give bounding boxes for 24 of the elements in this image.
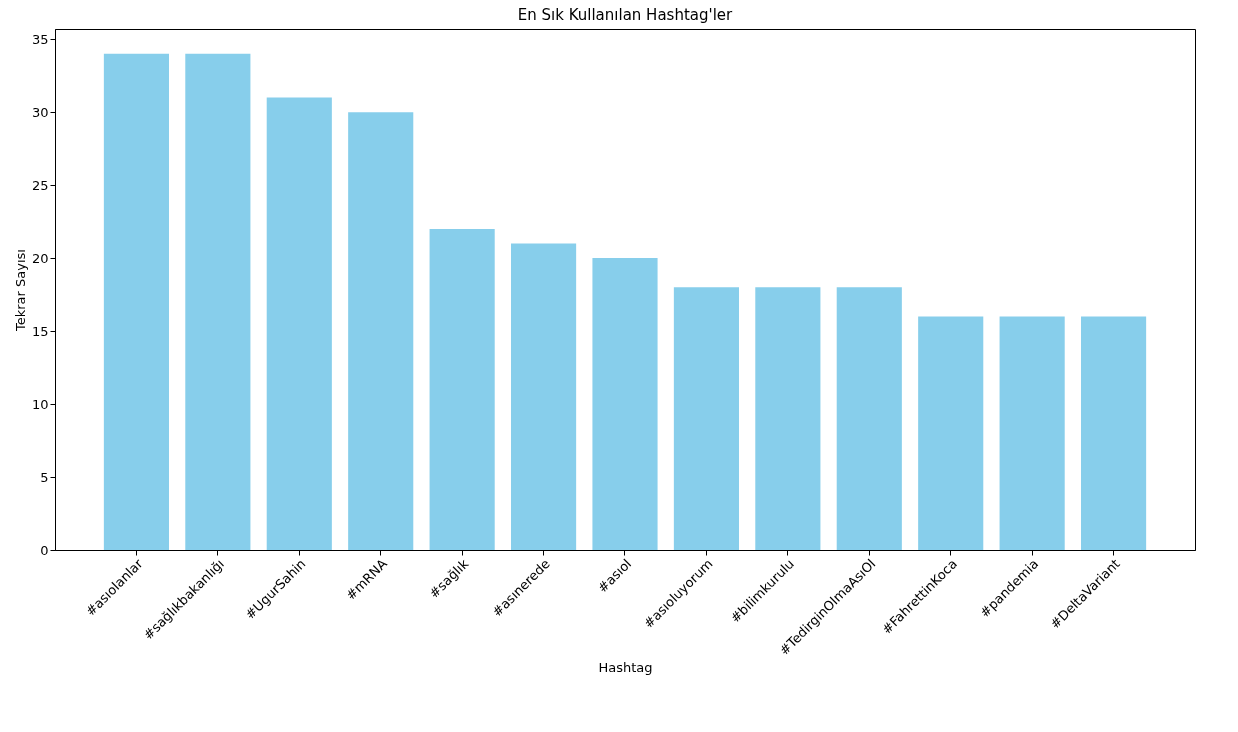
bar [918,316,984,550]
y-tick-label: 30 [31,104,49,120]
bar [592,258,658,550]
bar [673,287,739,550]
bar [185,53,251,550]
chart-title: En Sık Kullanılan Hashtag'ler [517,6,734,24]
y-tick-label: 0 [40,542,49,558]
bar [266,97,332,550]
y-axis-title: Tekrar Sayısı [12,249,28,332]
bar [429,228,495,550]
bar [999,316,1065,550]
bar [836,287,902,550]
bar [1081,316,1147,550]
y-tick-label: 20 [31,250,49,266]
y-tick-label: 25 [31,177,49,193]
bar [103,53,169,550]
bar [348,112,414,550]
y-tick-label: 15 [31,323,49,339]
x-axis-title: Hashtag [598,660,653,676]
y-tick-label: 5 [40,469,49,485]
bar [511,243,577,550]
y-tick-label: 10 [31,396,49,412]
bar [755,287,821,550]
y-tick-label: 35 [31,31,49,47]
